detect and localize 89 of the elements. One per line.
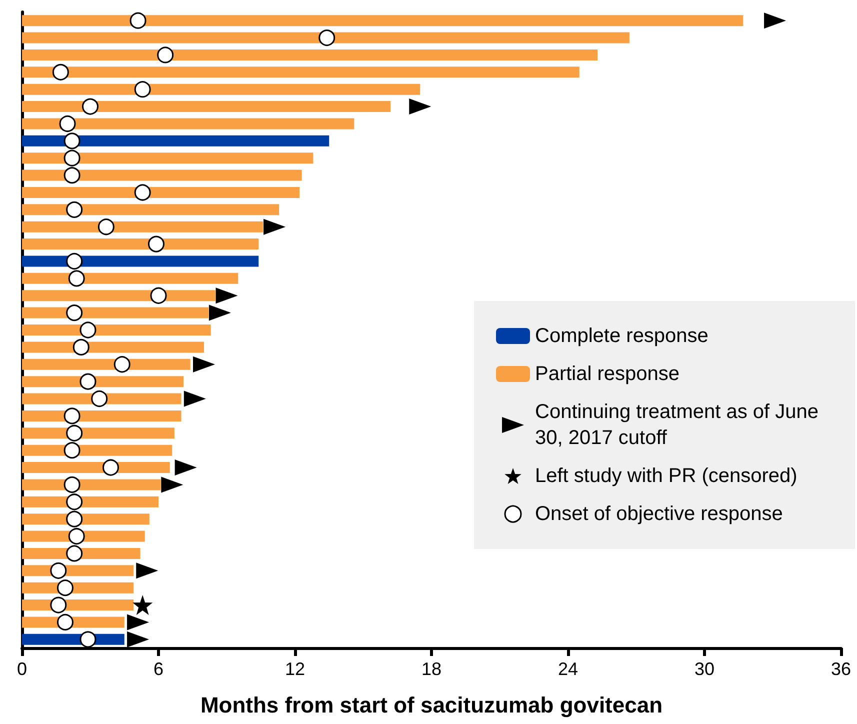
point (216, 288, 238, 304)
bar (22, 342, 204, 353)
x-tick-label: 6 (153, 659, 164, 679)
bar (22, 204, 280, 216)
point (98, 218, 114, 236)
point (64, 167, 80, 184)
point (80, 373, 96, 390)
x-tick-label: 30 (694, 659, 715, 679)
point (64, 408, 80, 424)
bar (22, 256, 259, 267)
bar (22, 49, 598, 60)
bar (22, 376, 184, 388)
point (80, 631, 96, 648)
bar (22, 84, 420, 95)
legend-label: Left study with PR (censored) (535, 465, 798, 487)
point (64, 132, 80, 150)
x-tick-label: 36 (830, 659, 852, 679)
legend-label: Onset of objective response (535, 503, 783, 525)
point (409, 98, 432, 115)
point (66, 545, 83, 562)
x-axis-title: Months from start of sacituzumab govitecan (200, 692, 663, 718)
x-tick-label: 18 (421, 659, 442, 679)
point (150, 287, 167, 304)
legend-label: Partial response (535, 363, 680, 385)
point (157, 46, 174, 64)
bar (22, 428, 174, 439)
bar (22, 221, 264, 232)
bar (22, 393, 182, 404)
point (52, 64, 69, 80)
point (193, 356, 215, 372)
point (114, 356, 130, 373)
point (318, 30, 336, 46)
point (184, 390, 206, 407)
bar (22, 444, 172, 456)
point (102, 459, 119, 476)
point (136, 562, 158, 579)
legend-label: Continuing treatment as of June 30, 2017 cutoff (535, 401, 824, 449)
point (68, 528, 85, 545)
bar (22, 186, 300, 198)
bar (22, 272, 238, 284)
point (130, 12, 146, 29)
point (66, 252, 83, 270)
point (72, 338, 90, 356)
bar (22, 307, 209, 318)
point (134, 81, 151, 98)
legend-label: Complete response (535, 325, 708, 347)
point (264, 218, 286, 235)
bar (22, 410, 182, 422)
bar (22, 101, 391, 112)
bar (22, 135, 330, 146)
point (66, 304, 83, 322)
point (161, 476, 184, 493)
bar (22, 324, 211, 336)
bar (22, 66, 580, 78)
point (66, 510, 83, 528)
bar (22, 238, 259, 250)
point (50, 596, 67, 614)
bar (22, 15, 744, 26)
bar (22, 118, 354, 130)
x-tick-label: 0 (16, 659, 28, 679)
point (764, 12, 786, 29)
bar (22, 290, 216, 302)
point (68, 270, 85, 287)
point (50, 562, 67, 579)
bar (22, 358, 190, 370)
point (66, 424, 83, 442)
point (56, 614, 74, 630)
x-tick-label: 12 (284, 659, 306, 679)
point (64, 442, 80, 459)
point (132, 595, 153, 616)
point (64, 476, 80, 493)
bar (22, 170, 302, 181)
x-tick-label: 24 (558, 659, 578, 679)
point (66, 201, 83, 218)
point (127, 631, 150, 648)
point (174, 460, 197, 476)
bar (22, 32, 630, 44)
point (148, 236, 164, 252)
point (56, 580, 74, 596)
point (59, 115, 76, 132)
point (82, 98, 98, 115)
bar (22, 152, 314, 164)
point (134, 184, 151, 201)
point (127, 614, 150, 630)
point (64, 150, 80, 166)
point (66, 494, 83, 510)
point (80, 322, 96, 338)
point (208, 304, 231, 321)
point (91, 390, 108, 408)
